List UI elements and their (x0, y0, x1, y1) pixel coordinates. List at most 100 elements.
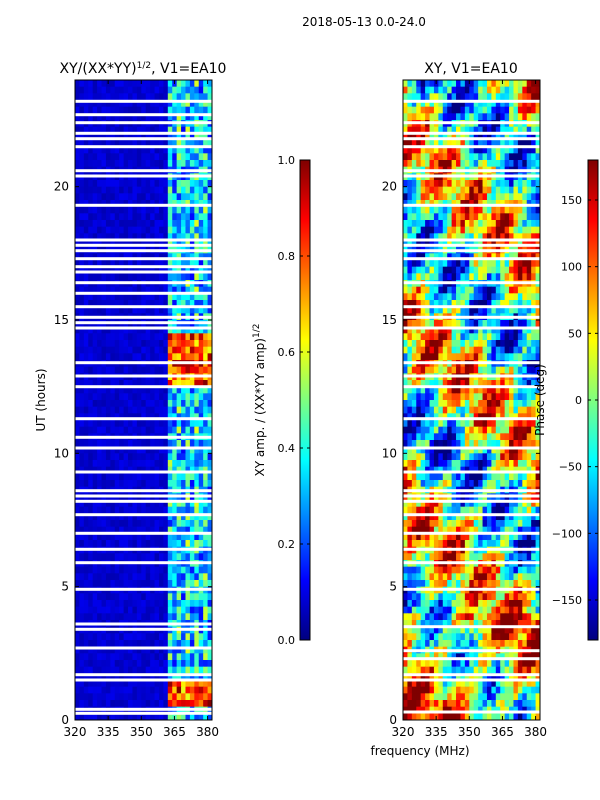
heatmap-cell (451, 213, 457, 221)
heatmap-cell (145, 300, 151, 308)
heatmap-cell (495, 353, 501, 361)
heatmap-cell (438, 400, 444, 408)
heatmap-cell (203, 86, 209, 94)
heatmap-cell (79, 673, 85, 681)
heatmap-cell (478, 473, 484, 481)
heatmap-cell (486, 300, 492, 308)
heatmap-cell (132, 146, 138, 154)
heatmap-cell (92, 346, 98, 354)
gap-row (75, 627, 212, 631)
heatmap-cell (172, 193, 178, 201)
heatmap-cell (158, 86, 164, 94)
heatmap-cell (167, 113, 173, 121)
heatmap-cell (141, 680, 147, 688)
heatmap-cell (123, 353, 129, 361)
heatmap-cell (442, 453, 448, 461)
heatmap-cell (522, 100, 528, 108)
heatmap-cell (429, 273, 435, 281)
heatmap-cell (132, 466, 138, 474)
heatmap-cell (420, 446, 426, 454)
heatmap-cell (145, 526, 151, 534)
heatmap-cell (101, 413, 107, 421)
heatmap-cell (88, 713, 94, 720)
heatmap-cell (88, 100, 94, 108)
heatmap-cell (531, 273, 537, 281)
heatmap-cell (491, 186, 497, 194)
heatmap-cell (535, 200, 540, 208)
heatmap-cell (79, 393, 85, 401)
heatmap-cell (97, 520, 103, 528)
heatmap-cell (491, 426, 497, 434)
heatmap-cell (416, 320, 422, 328)
heatmap-cell (110, 353, 116, 361)
heatmap-cell (416, 433, 422, 441)
heatmap-cell (136, 86, 142, 94)
heatmap-cell (88, 106, 94, 114)
heatmap-cell (203, 266, 209, 274)
heatmap-cell (181, 646, 187, 654)
heatmap-cell (181, 420, 187, 428)
heatmap-cell (141, 426, 147, 434)
heatmap-cell (158, 226, 164, 234)
heatmap-cell (486, 186, 492, 194)
heatmap-cell (110, 153, 116, 161)
heatmap-cell (79, 353, 85, 361)
heatmap-cell (181, 580, 187, 588)
heatmap-cell (158, 240, 164, 248)
heatmap-cell (500, 453, 506, 461)
heatmap-cell (442, 113, 448, 121)
heatmap-cell (105, 580, 111, 588)
heatmap-cell (526, 346, 532, 354)
heatmap-cell (163, 240, 169, 248)
heatmap-cell (110, 233, 116, 241)
heatmap-cell (203, 640, 209, 648)
heatmap-cell (158, 513, 164, 521)
heatmap-cell (123, 140, 129, 148)
heatmap-cell (207, 513, 212, 521)
heatmap-cell (403, 353, 409, 361)
heatmap-cell (88, 580, 94, 588)
heatmap-cell (403, 326, 409, 334)
heatmap-cell (136, 193, 142, 201)
heatmap-cell (407, 380, 413, 388)
heatmap-cell (181, 673, 187, 681)
heatmap-cell (150, 640, 156, 648)
heatmap-cell (75, 386, 81, 394)
heatmap-cell (132, 206, 138, 214)
heatmap-cell (83, 480, 89, 488)
heatmap-cell (491, 80, 497, 88)
heatmap-cell (185, 386, 191, 394)
heatmap-cell (486, 220, 492, 228)
heatmap-cell (150, 686, 156, 694)
heatmap-cell (154, 126, 160, 134)
heatmap-cell (486, 100, 492, 108)
heatmap-cell (150, 613, 156, 621)
heatmap-cell (163, 126, 169, 134)
heatmap-cell (110, 500, 116, 508)
heatmap-cell (189, 540, 195, 548)
heatmap-cell (194, 660, 200, 668)
heatmap-cell (79, 520, 85, 528)
heatmap-cell (416, 113, 422, 121)
heatmap-cell (504, 333, 510, 341)
heatmap-cell (425, 146, 431, 154)
heatmap-cell (451, 126, 457, 134)
heatmap-cell (416, 186, 422, 194)
heatmap-cell (141, 300, 147, 308)
heatmap-cell (128, 406, 134, 414)
heatmap-cell (478, 266, 484, 274)
heatmap-cell (473, 126, 479, 134)
heatmap-cell (535, 460, 540, 468)
heatmap-cell (433, 333, 439, 341)
heatmap-cell (110, 366, 116, 374)
heatmap-cell (526, 393, 532, 401)
heatmap-cell (128, 420, 134, 428)
heatmap-cell (88, 693, 94, 701)
heatmap-cell (482, 440, 488, 448)
heatmap-cell (203, 286, 209, 294)
heatmap-cell (473, 193, 479, 201)
heatmap-cell (442, 353, 448, 361)
heatmap-cell (163, 253, 169, 261)
heatmap-cell (128, 200, 134, 208)
heatmap-cell (141, 666, 147, 674)
